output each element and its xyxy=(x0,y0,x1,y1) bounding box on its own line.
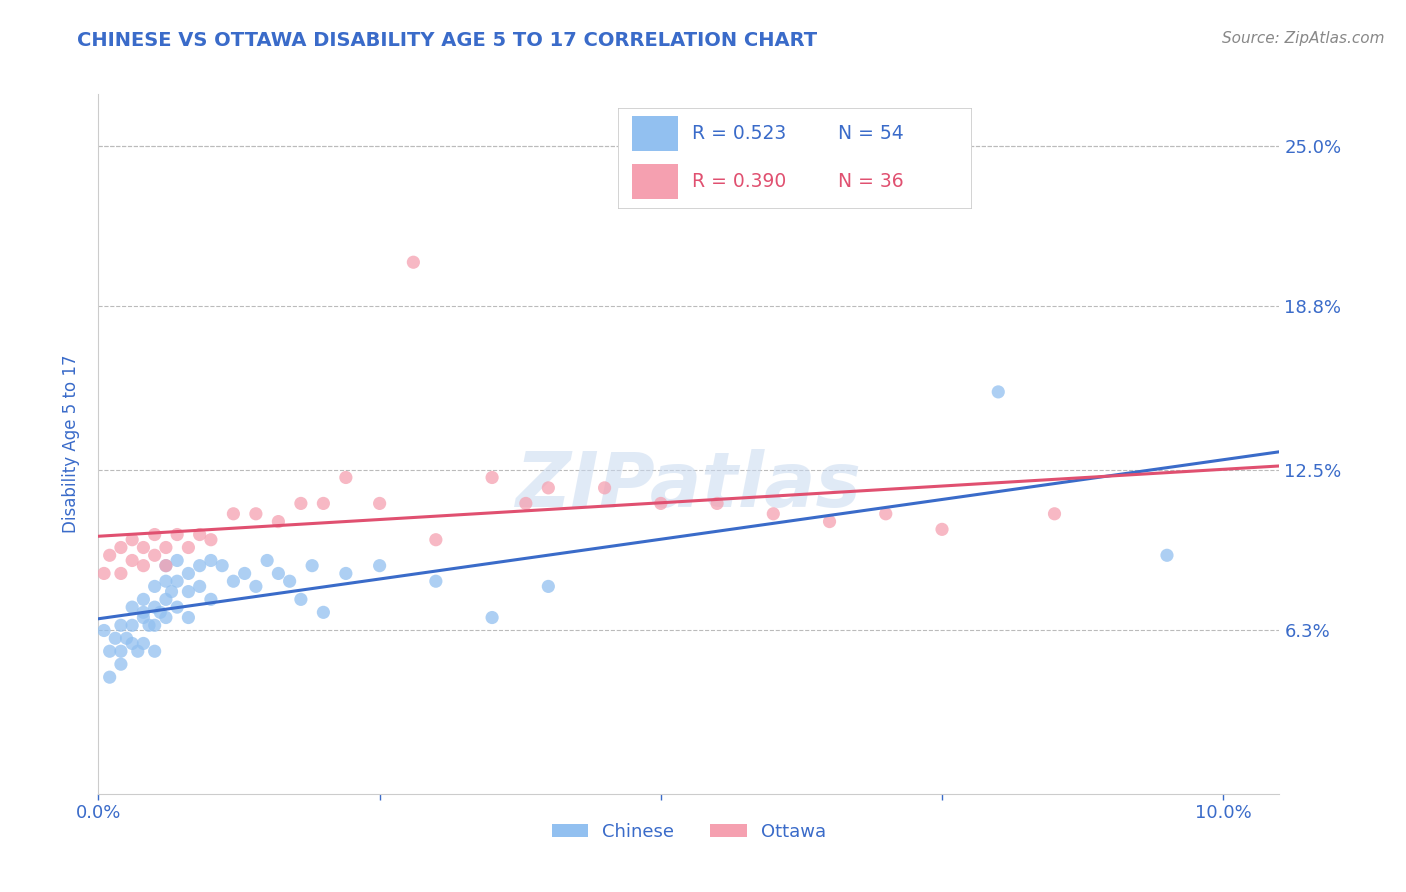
Point xyxy=(481,610,503,624)
Point xyxy=(166,527,188,541)
Point xyxy=(143,579,166,593)
Point xyxy=(138,618,160,632)
Point xyxy=(93,566,115,581)
Point xyxy=(335,566,357,581)
Point xyxy=(155,610,177,624)
Point xyxy=(312,496,335,510)
Point xyxy=(706,496,728,510)
Point xyxy=(245,579,267,593)
Point xyxy=(98,644,121,658)
Point xyxy=(155,541,177,555)
Point xyxy=(132,605,155,619)
Point xyxy=(110,566,132,581)
Point xyxy=(762,507,785,521)
Point xyxy=(222,507,245,521)
Text: ZIPatlas: ZIPatlas xyxy=(516,449,862,523)
Point xyxy=(132,610,155,624)
Legend: Chinese, Ottawa: Chinese, Ottawa xyxy=(544,815,834,848)
Point xyxy=(188,579,211,593)
Point xyxy=(132,636,155,650)
Point xyxy=(931,522,953,536)
Point xyxy=(121,553,143,567)
Point xyxy=(650,496,672,510)
Point xyxy=(160,584,183,599)
Point xyxy=(267,515,290,529)
Point xyxy=(818,515,841,529)
Point xyxy=(127,644,149,658)
Point xyxy=(155,574,177,589)
Y-axis label: Disability Age 5 to 17: Disability Age 5 to 17 xyxy=(62,354,80,533)
Point xyxy=(132,592,155,607)
Point xyxy=(121,636,143,650)
Point xyxy=(110,657,132,672)
Point xyxy=(132,558,155,573)
Point xyxy=(166,574,188,589)
Point xyxy=(368,558,391,573)
Point xyxy=(110,541,132,555)
Point xyxy=(537,579,560,593)
Point xyxy=(155,558,177,573)
Point xyxy=(121,533,143,547)
Point xyxy=(143,600,166,615)
Point xyxy=(200,592,222,607)
Point xyxy=(368,496,391,510)
Point xyxy=(177,541,200,555)
Point xyxy=(121,618,143,632)
Point xyxy=(143,618,166,632)
Point xyxy=(177,566,200,581)
Point xyxy=(267,566,290,581)
Point xyxy=(143,549,166,563)
Point xyxy=(166,600,188,615)
Point xyxy=(1043,507,1066,521)
Point xyxy=(987,384,1010,399)
Point xyxy=(155,592,177,607)
Point xyxy=(121,600,143,615)
Text: Source: ZipAtlas.com: Source: ZipAtlas.com xyxy=(1222,31,1385,46)
Point xyxy=(177,610,200,624)
Point xyxy=(256,553,278,567)
Point xyxy=(188,527,211,541)
Point xyxy=(301,558,323,573)
Point xyxy=(312,605,335,619)
Point xyxy=(515,496,537,510)
Point xyxy=(278,574,301,589)
Point xyxy=(537,481,560,495)
Point xyxy=(593,481,616,495)
Point xyxy=(98,549,121,563)
Point xyxy=(110,644,132,658)
Point xyxy=(481,470,503,484)
Point xyxy=(335,470,357,484)
Point xyxy=(875,507,897,521)
Text: CHINESE VS OTTAWA DISABILITY AGE 5 TO 17 CORRELATION CHART: CHINESE VS OTTAWA DISABILITY AGE 5 TO 17… xyxy=(77,31,817,50)
Point xyxy=(143,644,166,658)
Point xyxy=(290,592,312,607)
Point xyxy=(402,255,425,269)
Point xyxy=(93,624,115,638)
Point xyxy=(166,553,188,567)
Point xyxy=(233,566,256,581)
Point xyxy=(143,527,166,541)
Point xyxy=(98,670,121,684)
Point xyxy=(110,618,132,632)
Point xyxy=(155,558,177,573)
Point xyxy=(104,632,127,646)
Point xyxy=(132,541,155,555)
Point xyxy=(425,533,447,547)
Point xyxy=(290,496,312,510)
Point xyxy=(200,533,222,547)
Point xyxy=(245,507,267,521)
Point xyxy=(200,553,222,567)
Point xyxy=(149,605,172,619)
Point xyxy=(211,558,233,573)
Point xyxy=(1156,549,1178,563)
Point xyxy=(177,584,200,599)
Point xyxy=(115,632,138,646)
Point xyxy=(222,574,245,589)
Point xyxy=(188,558,211,573)
Point xyxy=(425,574,447,589)
